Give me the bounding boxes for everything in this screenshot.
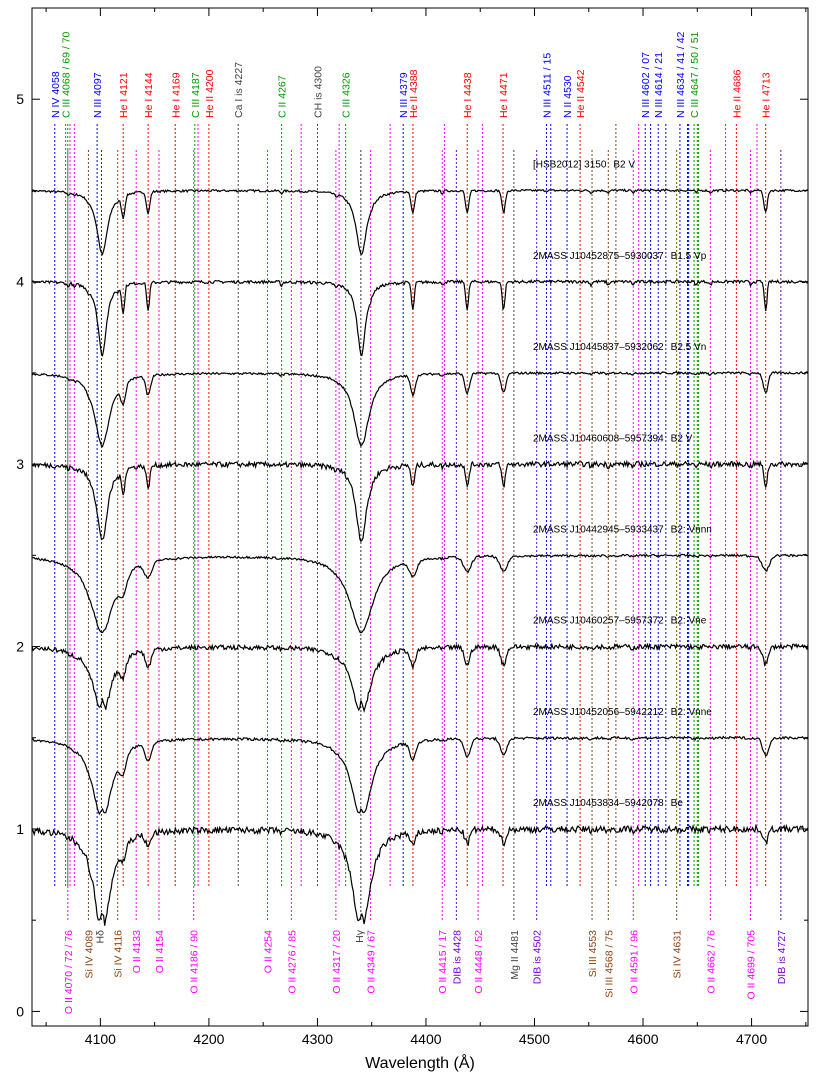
x-tick-label: 4100 <box>85 1031 116 1047</box>
bottom-line-label: Si IV 4089 <box>83 930 95 979</box>
y-tick-label: 2 <box>16 639 24 655</box>
bottom-line-label: O II 4276 / 85 <box>286 930 298 994</box>
bottom-line-label: O II 4317 / 20 <box>331 930 343 994</box>
x-axis-title: Wavelength (Å) <box>365 1053 475 1072</box>
top-line-label: N IV 4058 <box>50 71 62 118</box>
star-sptype: B2: Vne <box>671 616 707 627</box>
spectrum-4 <box>31 553 809 634</box>
top-line-label: He II 4200 <box>204 69 216 118</box>
x-tick-label: 4500 <box>519 1031 550 1047</box>
star-name: 2MASS J10460257–5957372 <box>533 616 664 627</box>
x-axis: 4100 4200 4300 4400 4500 4600 4700 <box>45 8 807 1047</box>
y-tick-label: 1 <box>16 821 24 837</box>
plot-frame <box>31 7 809 1027</box>
top-line-label: He I 4471 <box>498 72 510 118</box>
top-line-label: Ca I is 4227 <box>233 62 245 118</box>
x-tick-label: 4400 <box>410 1031 441 1047</box>
top-line-label: C III 4068 / 69 / 70 <box>61 31 73 118</box>
bottom-line-label: Mg II 4481 <box>509 930 521 980</box>
bottom-line-label: O II 4349 / 67 <box>366 930 378 994</box>
top-line-label: N III 4379 <box>398 72 410 118</box>
bottom-line-label: O II 4662 / 76 <box>705 930 717 994</box>
bottom-line-label: O II 4448 / 52 <box>473 930 485 994</box>
top-line-label: C III 4647 / 50 / 51 <box>689 31 701 118</box>
spectrum-0 <box>31 188 809 256</box>
bottom-line-label: O II 4699 / 705 <box>745 930 757 1000</box>
top-line-label: C II 4267 <box>277 75 289 118</box>
star-sptype: B2 V <box>613 160 635 171</box>
spectrum-7 <box>31 823 809 926</box>
bottom-line-label: Si IV 4631 <box>672 930 684 979</box>
star-sptype: B2.5 Vn <box>671 342 707 353</box>
top-line-label: N III 4097 <box>92 72 104 118</box>
bottom-line-label: DIB is 4428 <box>451 930 463 984</box>
bottom-line-label: O II 4070 / 72 / 76 <box>63 930 75 1014</box>
top-line-label: CH is 4300 <box>312 66 324 118</box>
spectrum-6 <box>31 735 809 816</box>
star-name: 2MASS J10442945–5933437 <box>533 525 664 536</box>
star-name: 2MASS J10452056–5942212 <box>533 707 664 718</box>
bottom-line-label: O II 4133 <box>131 930 143 973</box>
bottom-line-labels: O II 4070 / 72 / 76 Si IV 4089 Hδ Si IV 411… <box>63 929 788 1014</box>
bottom-line-label: DIB is 4727 <box>776 930 788 984</box>
top-line-label: He II 4542 <box>575 69 587 118</box>
bottom-line-label: DIB is 4502 <box>532 930 544 984</box>
top-line-label: N III 4511 / 15 <box>541 53 553 118</box>
star-name: [HSB2012] 3150 <box>533 160 607 171</box>
x-tick-label: 4600 <box>627 1031 658 1047</box>
top-line-label: C III 4326 <box>341 72 353 118</box>
star-name: 2MASS J10453834–5942078 <box>533 798 664 809</box>
bottom-line-label: O II 4254 <box>263 930 275 973</box>
star-name: 2MASS J10460608–5957394 <box>533 433 664 444</box>
top-line-label: He II 4686 <box>731 69 743 118</box>
top-line-label: He I 4144 <box>143 72 155 118</box>
x-tick-label: 4200 <box>193 1031 224 1047</box>
bottom-line-label: Hδ <box>94 930 106 944</box>
star-sptype: B1.5 Vp <box>671 251 707 262</box>
line-markers <box>54 124 782 920</box>
top-line-label: He I 4169 <box>170 72 182 118</box>
top-line-label: N III 4602 / 07 <box>640 52 652 118</box>
spectra <box>31 188 809 926</box>
star-name: 2MASS J10445837–5932062 <box>533 342 664 353</box>
top-line-label: C III 4187 <box>190 72 202 118</box>
top-line-label: He I 4713 <box>761 72 773 118</box>
star-labels: [HSB2012] 3150 B2 V 2MASS J10452875–593003… <box>533 160 712 810</box>
top-line-label: N II 4530 <box>562 75 574 118</box>
bottom-line-label: Hγ <box>354 929 366 943</box>
spectrum-3 <box>31 459 809 543</box>
bottom-line-label: O II 4591 / 96 <box>628 930 640 994</box>
y-tick-label: 5 <box>16 91 24 107</box>
spectrum-5 <box>31 642 809 714</box>
top-line-label: He I 4438 <box>462 72 474 118</box>
star-name: 2MASS J10452875–5930037 <box>533 251 664 262</box>
bottom-line-label: O II 4154 <box>154 930 166 973</box>
bottom-line-label: Si IV 4116 <box>113 930 125 978</box>
bottom-line-label: O II 4415 / 17 <box>437 930 449 994</box>
top-line-label: N III 4634 / 41 / 42 <box>675 31 687 118</box>
bottom-line-label: Si III 4553 <box>587 930 599 977</box>
spectrum-1 <box>31 278 809 357</box>
y-tick-label: 0 <box>16 1003 24 1019</box>
spectrum-2 <box>31 370 809 448</box>
top-line-label: He II 4388 <box>408 69 420 118</box>
bottom-line-label: Si III 4568 / 75 <box>603 930 615 998</box>
top-line-label: He I 4121 <box>118 72 130 118</box>
x-tick-label: 4300 <box>302 1031 333 1047</box>
y-tick-label: 4 <box>16 274 24 290</box>
y-tick-label: 3 <box>16 456 24 472</box>
x-tick-label: 4700 <box>736 1031 767 1047</box>
star-sptype: B2: Vnnn <box>671 525 712 536</box>
top-line-label: N III 4614 / 21 <box>653 52 665 118</box>
bottom-line-label: O II 4186 / 90 <box>189 930 201 994</box>
star-sptype: Be <box>671 798 684 809</box>
star-sptype: B2 V <box>671 433 693 444</box>
star-sptype: B2: Vnne <box>671 707 713 718</box>
y-axis: 0 1 2 3 4 5 <box>16 91 808 1019</box>
